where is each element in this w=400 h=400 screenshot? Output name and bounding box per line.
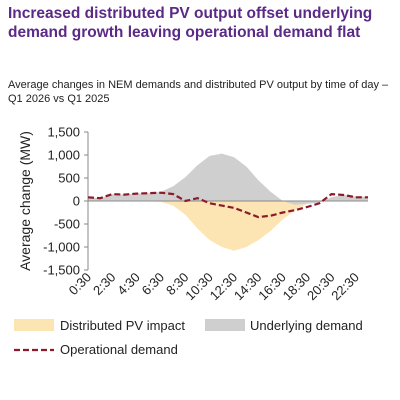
y-tick-label: -500 bbox=[54, 217, 80, 232]
chart-title: Increased distributed PV output offset u… bbox=[8, 5, 373, 41]
legend-label-pv-impact: Distributed PV impact bbox=[60, 318, 185, 333]
y-tick-label: -1,000 bbox=[43, 240, 80, 255]
underlying-demand-area bbox=[88, 153, 368, 205]
x-tick-label: 6:30 bbox=[139, 270, 168, 299]
operational-demand-line bbox=[87, 191, 368, 219]
pv-impact-area bbox=[88, 201, 368, 251]
y-tick-label: 1,000 bbox=[47, 148, 80, 163]
x-tick-label: 22:30 bbox=[328, 270, 362, 304]
legend-swatch-pv-impact bbox=[14, 319, 54, 331]
y-tick-label: 0 bbox=[73, 194, 80, 209]
y-tick-label: -1,500 bbox=[43, 263, 80, 278]
legend-label-operational-demand: Operational demand bbox=[60, 342, 178, 357]
legend-swatch-underlying-demand bbox=[205, 319, 245, 331]
x-tick-label: 2:30 bbox=[90, 270, 119, 299]
x-tick-label: 4:30 bbox=[114, 270, 143, 299]
chart-subtitle: Average changes in NEM demands and distr… bbox=[8, 79, 389, 105]
legend-label-underlying-demand: Underlying demand bbox=[250, 318, 363, 333]
y-tick-label: 500 bbox=[58, 171, 80, 186]
y-tick-label: 1,500 bbox=[47, 125, 80, 140]
y-axis-title: Average change (MW) bbox=[17, 131, 33, 271]
